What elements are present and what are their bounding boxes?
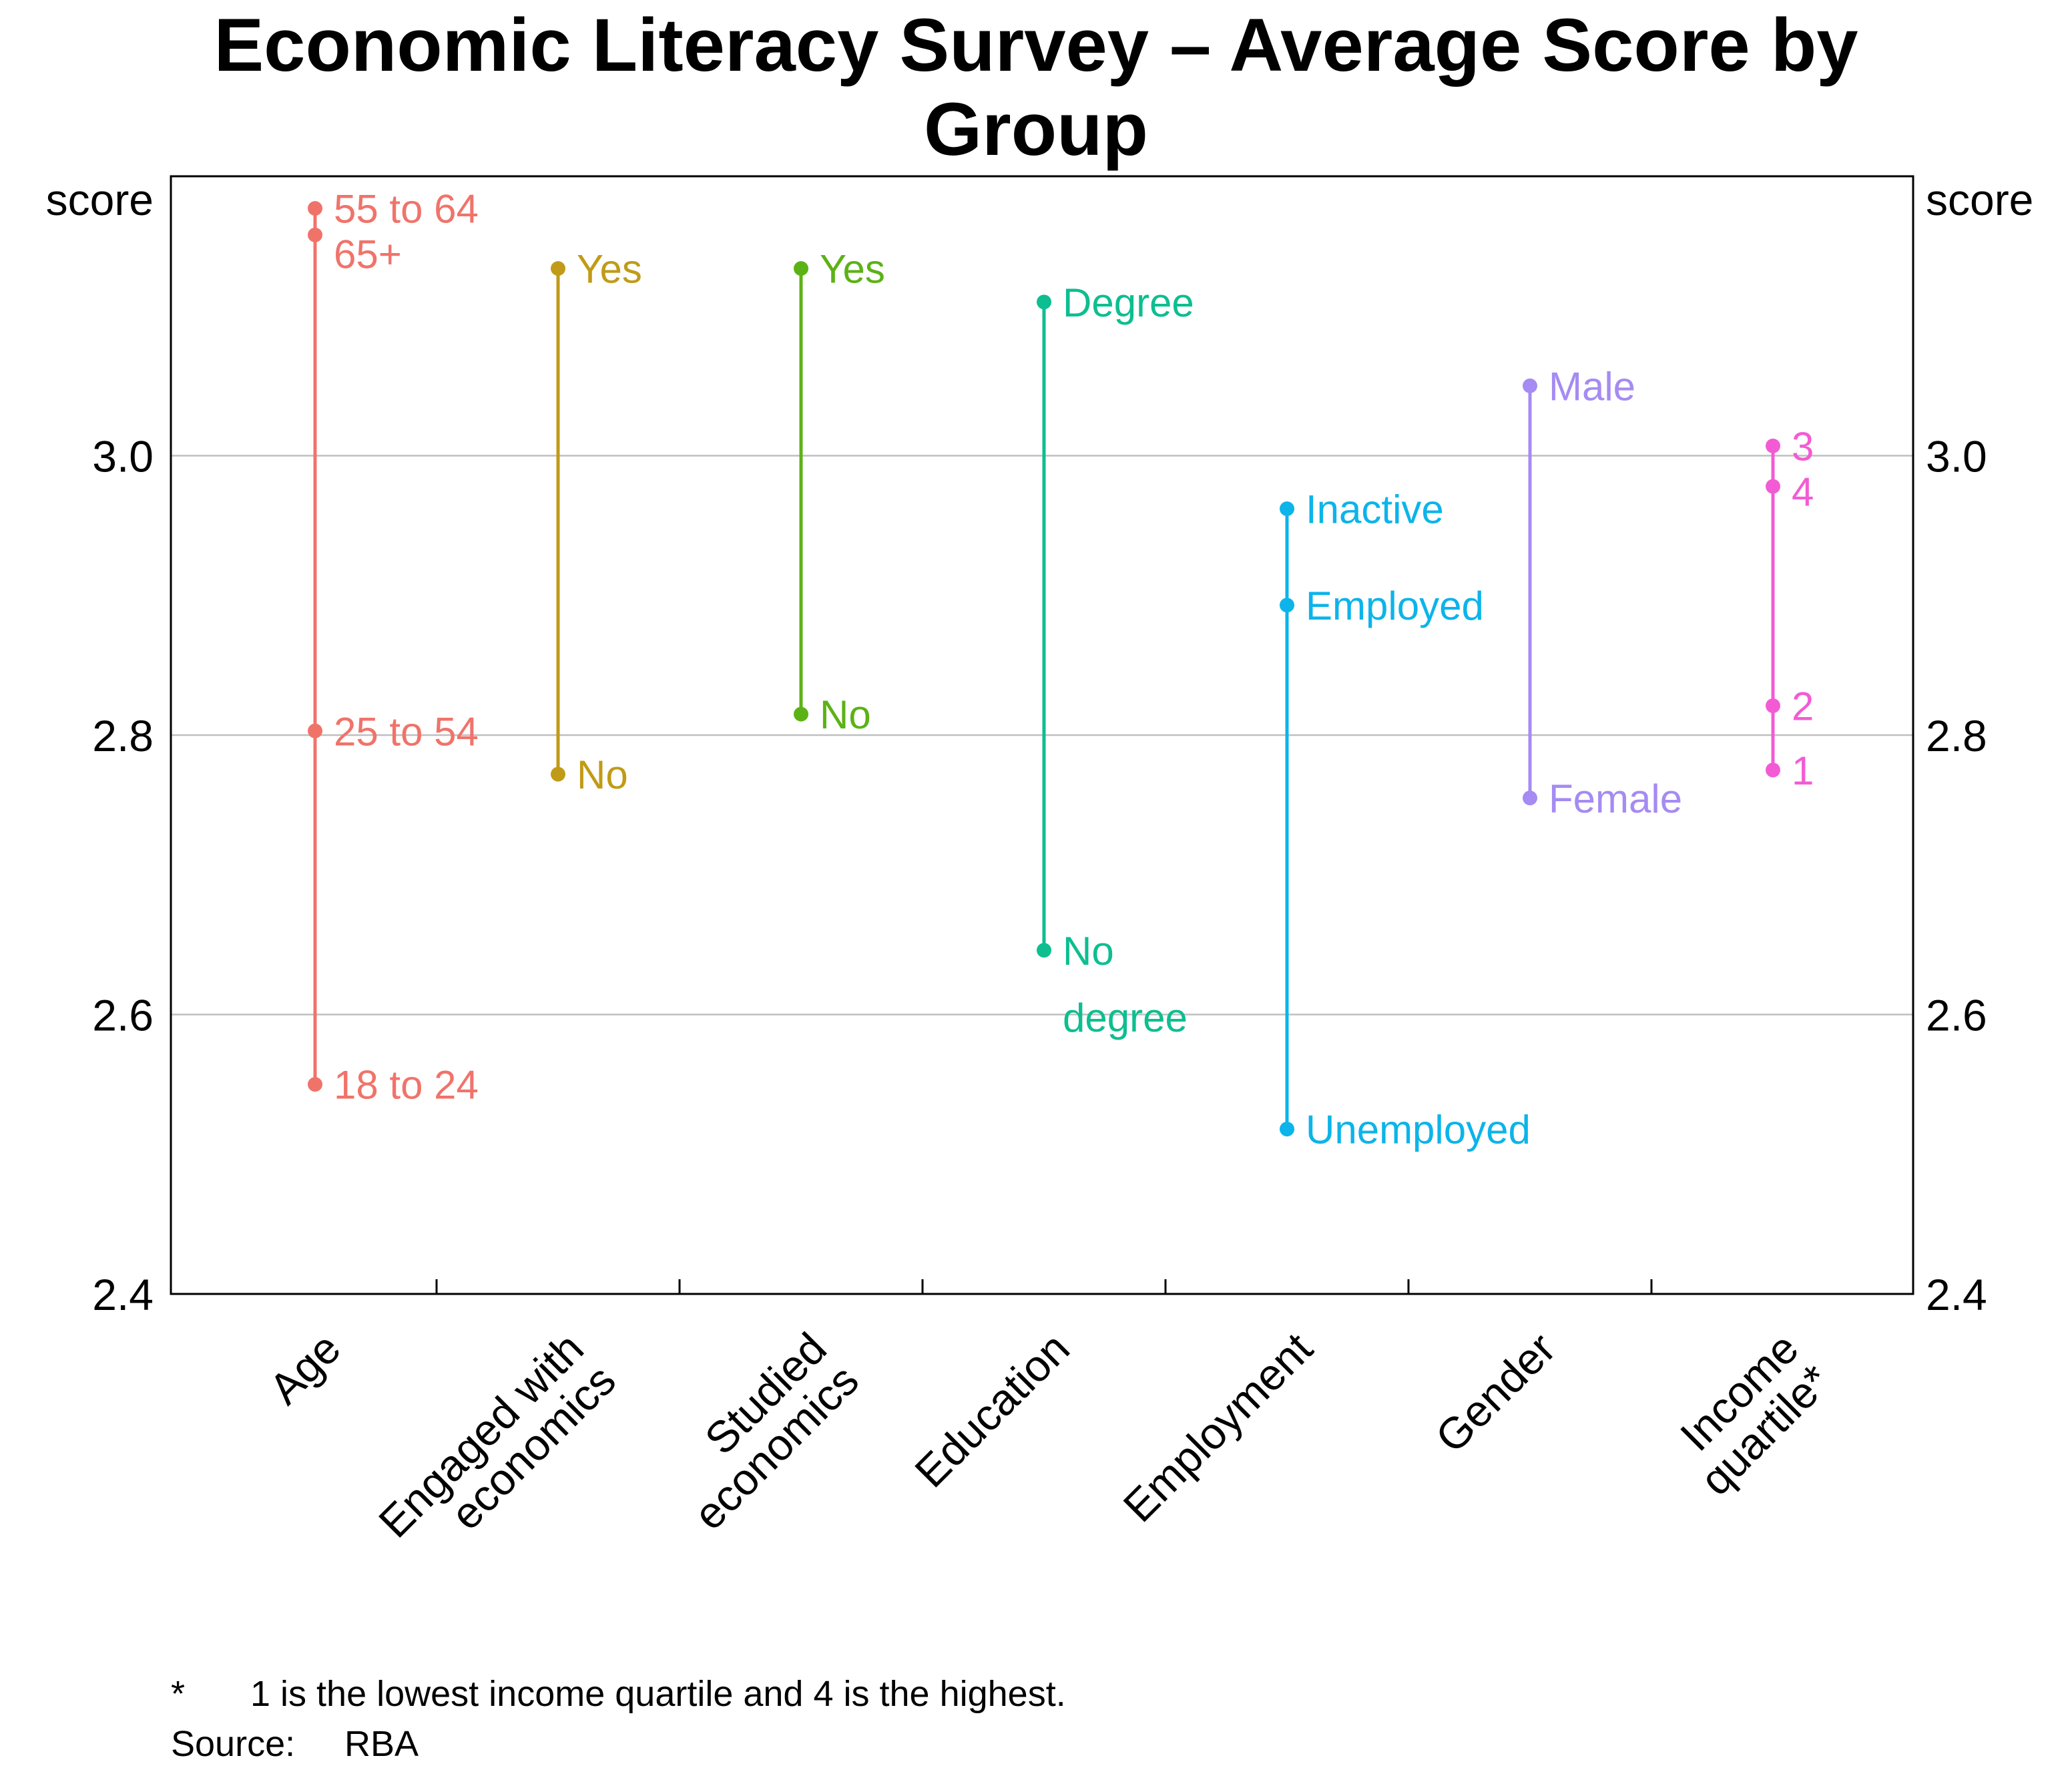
series-3: Degree No degree	[1037, 280, 1194, 1040]
plot-frame	[170, 175, 1914, 1295]
y-tick-label-left: 2.4	[92, 1270, 154, 1319]
data-label: 1	[1792, 748, 1814, 793]
x-category-label: Employment	[1113, 1323, 1322, 1532]
x-category-label: Engaged witheconomics	[369, 1323, 625, 1579]
y-tick-label-right: 2.4	[1926, 1270, 1987, 1319]
series-5: Male Female	[1523, 364, 1682, 821]
series-4: Inactive Employed Unemployed	[1280, 487, 1531, 1152]
data-point	[308, 201, 322, 216]
chart-title: Economic Literacy Survey – Average Score…	[214, 3, 1858, 171]
data-label: 4	[1792, 469, 1814, 514]
data-label: Female	[1549, 776, 1682, 821]
data-point	[1280, 598, 1294, 613]
data-point	[1280, 501, 1294, 517]
y-axis-right: 2.4 2.6 2.8 3.0	[1926, 432, 1987, 1320]
data-point	[308, 723, 322, 738]
source-label: Source:	[171, 1724, 295, 1764]
data-label: Yes	[820, 247, 885, 292]
series-6: 34 2 1	[1766, 424, 1814, 793]
data-point	[551, 261, 565, 276]
data-label: Male	[1549, 364, 1635, 409]
x-category-label: Gender	[1426, 1323, 1565, 1462]
y-axis-unit-left: score	[46, 175, 154, 224]
data-point	[1766, 479, 1780, 494]
data-label: 25 to 54	[334, 709, 479, 754]
data-point	[1523, 791, 1537, 806]
y-tick-label-right: 3.0	[1926, 432, 1987, 481]
data-label: 65+	[334, 232, 402, 277]
data-label: Unemployed	[1306, 1108, 1531, 1152]
data-point	[1037, 294, 1051, 310]
data-label: 3	[1792, 424, 1814, 469]
data-point	[308, 227, 322, 242]
x-category-label: Studiedeconomics	[652, 1323, 868, 1539]
data-label: No	[820, 692, 871, 737]
data-point	[1037, 943, 1051, 958]
footnote-text: 1 is the lowest income quartile and 4 is…	[250, 1674, 1066, 1714]
data-point	[1766, 698, 1780, 714]
data-point	[1766, 762, 1780, 778]
chart-title-line: Group	[924, 87, 1148, 171]
data-point	[1280, 1122, 1294, 1137]
data-label: 55 to 64	[334, 187, 479, 232]
y-tick-label-right: 2.8	[1926, 711, 1987, 760]
x-axis-category-labels: Age Engaged witheconomics Studiedeconomics…	[260, 1323, 1840, 1579]
chart-title-line: Economic Literacy Survey – Average Score…	[214, 3, 1858, 87]
x-category-label: Age	[260, 1323, 350, 1413]
data-label: Inactive	[1306, 487, 1444, 532]
data-point	[308, 1077, 322, 1092]
x-category-label-line: Gender	[1426, 1323, 1565, 1462]
data-label: Employed	[1306, 584, 1484, 628]
data-label: Yes	[577, 247, 642, 292]
footnotes: * 1 is the lowest income quartile and 4 …	[171, 1674, 1066, 1764]
data-point	[551, 766, 565, 782]
data-label: 18 to 24	[334, 1063, 479, 1108]
x-category-label-line: Education	[905, 1323, 1079, 1497]
gridlines	[171, 455, 1913, 1016]
y-tick-label-right: 2.6	[1926, 991, 1987, 1040]
y-axis-unit-right: score	[1926, 175, 2033, 224]
footnote-marker: *	[171, 1674, 185, 1714]
series-2: Yes No	[794, 247, 885, 737]
x-category-label-line: Employment	[1113, 1323, 1322, 1532]
x-axis-ticks	[435, 1279, 1653, 1294]
data-point	[794, 261, 808, 276]
x-category-label: Incomequartile*	[1658, 1323, 1840, 1505]
x-category-label-line: Age	[260, 1323, 350, 1413]
data-point	[1766, 438, 1780, 453]
x-category-label: Education	[905, 1323, 1079, 1497]
y-tick-label-left: 2.6	[92, 991, 154, 1040]
y-axis-left: 2.4 2.6 2.8 3.0	[92, 432, 154, 1320]
data-label: 2	[1792, 684, 1814, 729]
series-1: Yes No	[551, 247, 642, 797]
data-point	[794, 706, 808, 722]
data-label: No	[577, 752, 628, 797]
data-label: degree	[1063, 995, 1188, 1040]
data-label: No	[1063, 929, 1114, 973]
y-tick-label-left: 3.0	[92, 432, 154, 481]
data-point	[1523, 378, 1537, 393]
source-text: RBA	[344, 1724, 419, 1764]
y-tick-label-left: 2.8	[92, 711, 154, 760]
data-label: Degree	[1063, 280, 1194, 325]
